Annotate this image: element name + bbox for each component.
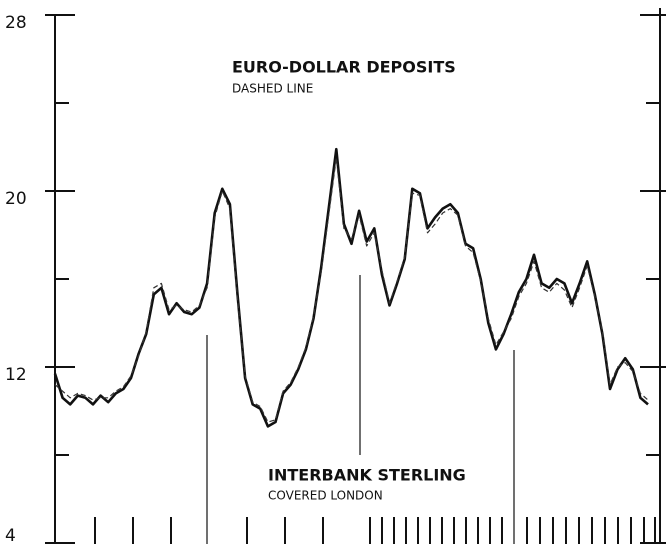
y-tick-label: 28 — [5, 13, 27, 33]
y-tick-label: 20 — [5, 189, 27, 209]
y-tick-label: 4 — [5, 526, 16, 544]
y-tick-label: 12 — [5, 365, 27, 385]
annotation: DASHED LINE — [232, 82, 313, 96]
annotation: COVERED LONDON — [268, 489, 383, 503]
annotation: EURO-DOLLAR DEPOSITS — [232, 58, 456, 77]
annotation: INTERBANK STERLING — [268, 466, 466, 485]
series-line — [54, 157, 649, 423]
series-line — [53, 147, 649, 428]
